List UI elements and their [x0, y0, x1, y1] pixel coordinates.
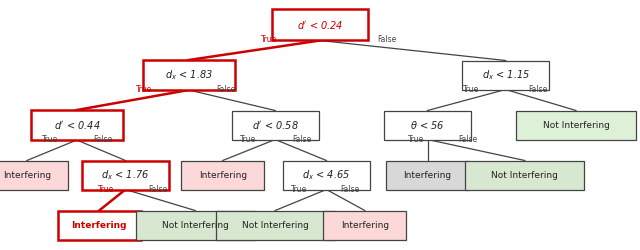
Text: False: False [459, 135, 478, 144]
Text: False: False [93, 135, 113, 144]
Text: True: True [463, 85, 479, 94]
FancyBboxPatch shape [136, 210, 255, 240]
Text: $d_x$ < 1.76: $d_x$ < 1.76 [101, 168, 150, 182]
Text: True: True [42, 135, 58, 144]
Text: $d'$ < 0.24: $d'$ < 0.24 [297, 19, 343, 31]
FancyBboxPatch shape [384, 110, 471, 140]
Text: $d_x$ < 4.65: $d_x$ < 4.65 [302, 168, 351, 182]
Text: True: True [240, 135, 256, 144]
FancyBboxPatch shape [386, 160, 469, 190]
FancyBboxPatch shape [516, 110, 636, 140]
Text: $d_x$ < 1.83: $d_x$ < 1.83 [165, 68, 212, 82]
Text: True: True [136, 85, 152, 94]
Text: $d'$ < 0.44: $d'$ < 0.44 [54, 119, 100, 131]
Text: $d'$ < 0.58: $d'$ < 0.58 [252, 119, 299, 131]
Text: Interfering: Interfering [198, 170, 247, 179]
Text: $\theta$ < 56: $\theta$ < 56 [410, 119, 445, 131]
Text: Interfering: Interfering [3, 170, 51, 179]
Text: True: True [291, 185, 308, 194]
FancyBboxPatch shape [232, 110, 319, 140]
Text: False: False [529, 85, 548, 94]
Text: Not Interfering: Not Interfering [162, 220, 228, 230]
Text: False: False [340, 185, 359, 194]
FancyBboxPatch shape [31, 110, 123, 140]
Text: True: True [98, 185, 114, 194]
Text: Interfering: Interfering [403, 170, 452, 179]
FancyBboxPatch shape [58, 210, 141, 240]
FancyBboxPatch shape [82, 160, 169, 190]
FancyBboxPatch shape [323, 210, 406, 240]
Text: False: False [292, 135, 312, 144]
Text: Not Interfering: Not Interfering [242, 220, 308, 230]
Text: False: False [378, 36, 397, 44]
FancyBboxPatch shape [181, 160, 264, 190]
Text: False: False [148, 185, 168, 194]
Text: Not Interfering: Not Interfering [543, 120, 609, 130]
FancyBboxPatch shape [462, 60, 549, 90]
Text: $d_x$ < 1.15: $d_x$ < 1.15 [481, 68, 530, 82]
Text: Interfering: Interfering [72, 220, 127, 230]
Text: Not Interfering: Not Interfering [492, 170, 558, 179]
FancyBboxPatch shape [0, 160, 68, 190]
FancyBboxPatch shape [216, 210, 335, 240]
Text: True: True [408, 135, 424, 144]
Text: True: True [261, 35, 277, 44]
Text: False: False [216, 85, 236, 94]
FancyBboxPatch shape [143, 60, 235, 90]
FancyBboxPatch shape [283, 160, 370, 190]
FancyBboxPatch shape [465, 160, 584, 190]
FancyBboxPatch shape [272, 10, 368, 40]
Text: Interfering: Interfering [340, 220, 389, 230]
